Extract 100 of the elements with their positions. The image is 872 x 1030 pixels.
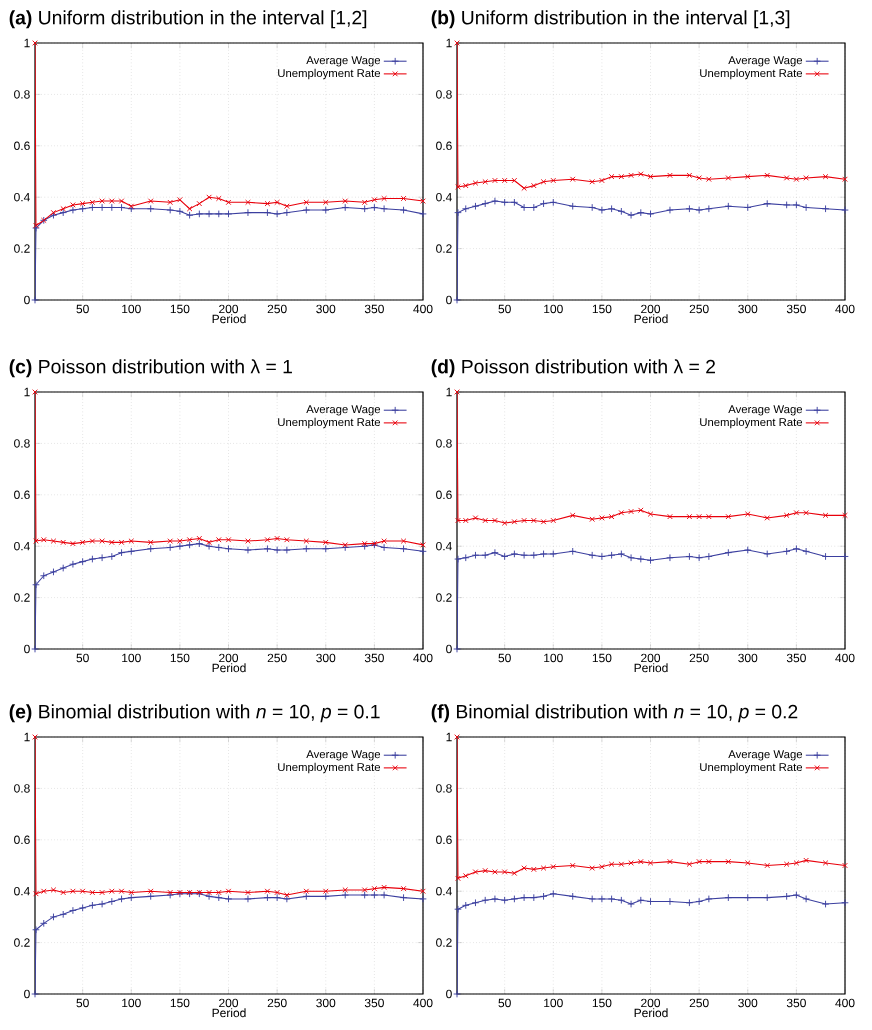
point bbox=[510, 550, 519, 558]
point bbox=[706, 513, 712, 520]
point bbox=[472, 869, 479, 875]
y-tick-label: 0 bbox=[446, 295, 452, 305]
x-tick-label: 50 bbox=[498, 998, 511, 1008]
point bbox=[380, 543, 388, 552]
point bbox=[725, 858, 732, 865]
point bbox=[783, 175, 790, 181]
point bbox=[686, 513, 693, 520]
point bbox=[147, 198, 154, 204]
y-tick-label: 0.2 bbox=[14, 593, 30, 602]
point bbox=[628, 860, 634, 866]
point bbox=[471, 551, 480, 559]
point bbox=[284, 892, 290, 898]
point bbox=[50, 538, 57, 544]
point bbox=[399, 206, 408, 214]
point bbox=[455, 875, 461, 882]
point bbox=[492, 177, 498, 184]
point bbox=[361, 199, 368, 206]
point bbox=[636, 896, 645, 905]
x-axis-title: Period bbox=[212, 314, 246, 324]
y-tick-label: 0.4 bbox=[436, 886, 452, 896]
point bbox=[696, 175, 702, 181]
point bbox=[550, 177, 557, 184]
point bbox=[99, 538, 105, 544]
point bbox=[540, 178, 547, 185]
y-tick-label: 0.6 bbox=[436, 490, 452, 500]
point bbox=[321, 892, 330, 901]
point bbox=[492, 869, 498, 875]
point bbox=[303, 538, 310, 544]
x-tick-label: 50 bbox=[76, 304, 89, 314]
point bbox=[539, 550, 548, 558]
point bbox=[637, 507, 644, 514]
point bbox=[455, 184, 461, 190]
point bbox=[186, 205, 193, 212]
point bbox=[821, 900, 830, 908]
point bbox=[225, 536, 232, 543]
point bbox=[792, 544, 801, 553]
point bbox=[764, 515, 771, 521]
point bbox=[283, 546, 291, 554]
point bbox=[185, 541, 194, 549]
point bbox=[147, 539, 154, 546]
x-tick-label: 100 bbox=[544, 653, 563, 663]
point bbox=[461, 553, 470, 562]
point bbox=[822, 860, 829, 866]
point bbox=[510, 895, 519, 903]
point bbox=[454, 208, 462, 217]
x-tick-label: 50 bbox=[498, 653, 511, 663]
point bbox=[841, 552, 849, 561]
point bbox=[636, 208, 645, 217]
point bbox=[461, 901, 470, 910]
point bbox=[841, 206, 849, 214]
point bbox=[283, 208, 291, 217]
x-tick-label: 250 bbox=[267, 304, 287, 314]
legend-label: Average Wage bbox=[306, 56, 381, 67]
x-tick-label: 100 bbox=[122, 304, 141, 314]
y-tick-label: 0 bbox=[446, 644, 452, 654]
point bbox=[500, 198, 509, 207]
point bbox=[99, 198, 105, 204]
point bbox=[167, 199, 173, 206]
point bbox=[341, 891, 350, 899]
x-tick-label: 200 bbox=[641, 653, 661, 663]
point bbox=[454, 555, 462, 563]
point bbox=[60, 205, 67, 212]
x-axis-title: Period bbox=[634, 663, 668, 673]
x-tick-label: 400 bbox=[413, 998, 433, 1008]
point bbox=[666, 553, 674, 562]
legend-label: Unemployment Rate bbox=[278, 417, 381, 429]
point bbox=[589, 178, 595, 185]
point bbox=[195, 539, 204, 548]
point bbox=[511, 870, 518, 877]
point bbox=[471, 898, 480, 907]
point bbox=[225, 888, 232, 895]
point bbox=[263, 208, 272, 217]
point bbox=[400, 885, 407, 892]
point bbox=[647, 860, 654, 866]
point bbox=[273, 893, 281, 902]
point bbox=[70, 540, 76, 547]
point bbox=[321, 544, 330, 553]
point bbox=[667, 513, 673, 520]
point bbox=[482, 178, 489, 185]
point bbox=[303, 199, 310, 206]
point bbox=[627, 900, 635, 908]
point bbox=[550, 863, 557, 870]
point bbox=[531, 517, 537, 524]
point bbox=[206, 889, 212, 896]
y-tick-label: 0.2 bbox=[14, 938, 30, 947]
y-tick-label: 0 bbox=[24, 295, 30, 305]
x-tick-label: 250 bbox=[267, 653, 287, 663]
y-tick-label: 0.4 bbox=[14, 886, 30, 896]
legend-label: Unemployment Rate bbox=[700, 417, 803, 429]
point bbox=[589, 516, 595, 523]
point bbox=[78, 904, 87, 912]
point bbox=[744, 511, 751, 517]
point bbox=[511, 518, 518, 525]
point bbox=[491, 548, 499, 557]
point bbox=[322, 199, 329, 206]
point bbox=[637, 858, 644, 865]
point bbox=[569, 176, 576, 183]
point bbox=[599, 863, 605, 870]
